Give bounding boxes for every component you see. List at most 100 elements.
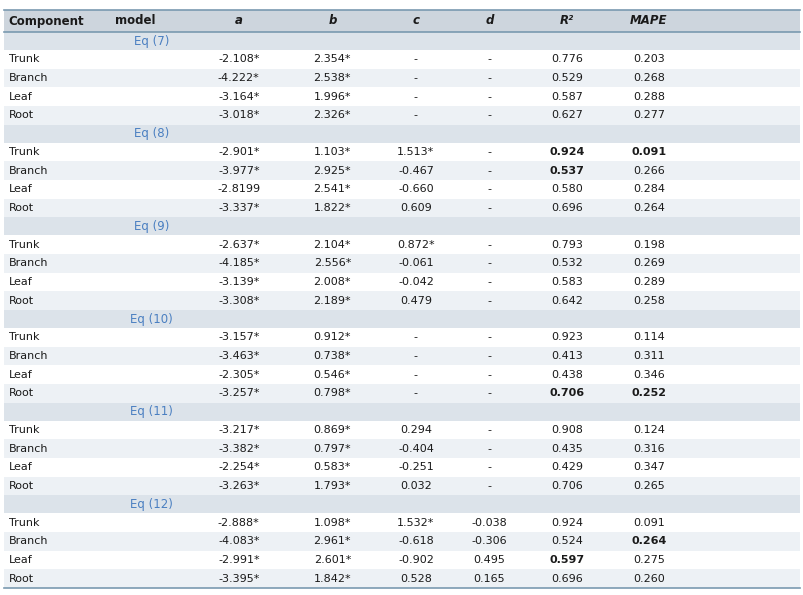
- Text: d: d: [485, 14, 493, 27]
- Text: 0.429: 0.429: [551, 462, 582, 472]
- Text: -: -: [414, 389, 418, 398]
- Text: 0.908: 0.908: [551, 425, 582, 435]
- Text: MAPE: MAPE: [630, 14, 666, 27]
- Text: Branch: Branch: [9, 536, 48, 546]
- Bar: [4, 365, 799, 384]
- Text: Trunk: Trunk: [9, 518, 39, 528]
- Bar: [4, 532, 799, 550]
- Text: 2.189*: 2.189*: [313, 296, 351, 306]
- Text: 0.869*: 0.869*: [313, 425, 351, 435]
- Text: -: -: [487, 184, 491, 195]
- Text: -0.902: -0.902: [397, 555, 434, 565]
- Bar: [4, 550, 799, 569]
- Text: 0.275: 0.275: [632, 555, 664, 565]
- Bar: [4, 421, 799, 439]
- Bar: [4, 328, 799, 347]
- Text: 0.479: 0.479: [399, 296, 431, 306]
- Text: 0.642: 0.642: [551, 296, 582, 306]
- Text: 0.793: 0.793: [551, 240, 582, 250]
- Text: -3.217*: -3.217*: [218, 425, 259, 435]
- Text: Leaf: Leaf: [9, 92, 33, 102]
- Bar: [4, 513, 799, 532]
- Text: Leaf: Leaf: [9, 555, 33, 565]
- Text: 0.435: 0.435: [551, 444, 582, 453]
- Bar: [4, 310, 799, 328]
- Text: Eq (8): Eq (8): [133, 127, 169, 140]
- Text: Eq (7): Eq (7): [133, 35, 169, 48]
- Text: -3.977*: -3.977*: [218, 165, 259, 176]
- Text: Root: Root: [9, 574, 34, 584]
- Text: 0.583*: 0.583*: [313, 462, 351, 472]
- Text: -4.185*: -4.185*: [218, 258, 259, 268]
- Text: model: model: [116, 14, 156, 27]
- Text: -3.018*: -3.018*: [218, 110, 259, 120]
- Text: 1.103*: 1.103*: [313, 147, 351, 157]
- Text: 0.495: 0.495: [473, 555, 505, 565]
- Bar: [4, 50, 799, 68]
- Text: Trunk: Trunk: [9, 425, 39, 435]
- Text: 0.597: 0.597: [549, 555, 584, 565]
- Text: 0.798*: 0.798*: [313, 389, 351, 398]
- Text: -: -: [487, 203, 491, 213]
- Text: 0.587: 0.587: [551, 92, 582, 102]
- Bar: [4, 217, 799, 236]
- Text: 0.266: 0.266: [632, 165, 664, 176]
- Bar: [4, 32, 799, 50]
- Text: -0.618: -0.618: [397, 536, 434, 546]
- Bar: [4, 347, 799, 365]
- Text: 0.316: 0.316: [632, 444, 664, 453]
- Text: 0.924: 0.924: [548, 147, 584, 157]
- Text: -3.157*: -3.157*: [218, 333, 259, 342]
- Text: -: -: [487, 462, 491, 472]
- Text: 0.738*: 0.738*: [313, 351, 351, 361]
- Bar: [4, 161, 799, 180]
- Text: 2.354*: 2.354*: [313, 54, 351, 64]
- Text: Root: Root: [9, 481, 34, 491]
- Text: Eq (10): Eq (10): [130, 312, 173, 325]
- Text: 2.925*: 2.925*: [313, 165, 351, 176]
- Bar: [4, 10, 799, 32]
- Text: -3.308*: -3.308*: [218, 296, 259, 306]
- Text: 0.706: 0.706: [551, 481, 582, 491]
- Text: 2.538*: 2.538*: [313, 73, 351, 83]
- Text: 0.524: 0.524: [551, 536, 582, 546]
- Text: -: -: [414, 54, 418, 64]
- Text: 0.264: 0.264: [632, 203, 664, 213]
- Text: R²: R²: [560, 14, 573, 27]
- Text: 0.537: 0.537: [549, 165, 584, 176]
- Text: Eq (9): Eq (9): [133, 220, 169, 233]
- Text: 0.269: 0.269: [632, 258, 664, 268]
- Text: -2.108*: -2.108*: [218, 54, 259, 64]
- Text: -3.139*: -3.139*: [218, 277, 259, 287]
- Text: 2.601*: 2.601*: [313, 555, 351, 565]
- Text: 0.583: 0.583: [551, 277, 582, 287]
- Text: Leaf: Leaf: [9, 277, 33, 287]
- Text: 0.532: 0.532: [551, 258, 582, 268]
- Text: 0.311: 0.311: [632, 351, 664, 361]
- Bar: [4, 143, 799, 161]
- Text: 0.198: 0.198: [632, 240, 664, 250]
- Text: 0.258: 0.258: [632, 296, 664, 306]
- Text: 0.165: 0.165: [473, 574, 505, 584]
- Bar: [4, 254, 799, 273]
- Text: Branch: Branch: [9, 165, 48, 176]
- Text: -2.305*: -2.305*: [218, 369, 259, 380]
- Text: a: a: [234, 14, 243, 27]
- Text: 0.268: 0.268: [632, 73, 664, 83]
- Text: -3.337*: -3.337*: [218, 203, 259, 213]
- Bar: [4, 236, 799, 254]
- Text: 1.098*: 1.098*: [313, 518, 351, 528]
- Bar: [4, 403, 799, 421]
- Text: 0.776: 0.776: [551, 54, 582, 64]
- Text: 1.793*: 1.793*: [313, 481, 351, 491]
- Text: 0.124: 0.124: [632, 425, 664, 435]
- Bar: [4, 458, 799, 477]
- Text: Component: Component: [8, 14, 84, 27]
- Text: Branch: Branch: [9, 351, 48, 361]
- Text: -2.8199: -2.8199: [217, 184, 260, 195]
- Bar: [4, 199, 799, 217]
- Text: -2.637*: -2.637*: [218, 240, 259, 250]
- Text: -: -: [487, 147, 491, 157]
- Text: 0.529: 0.529: [551, 73, 582, 83]
- Text: -: -: [487, 351, 491, 361]
